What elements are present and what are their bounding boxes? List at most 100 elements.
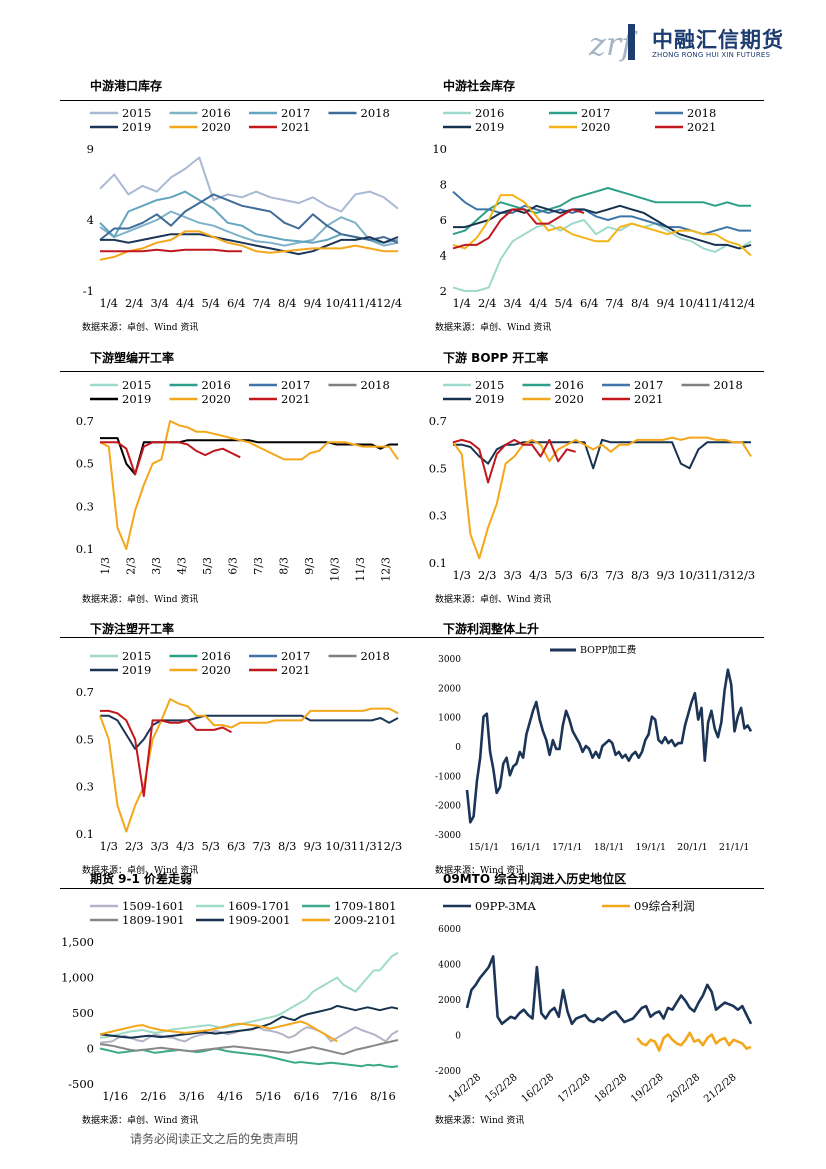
legend-label: 2016: [555, 378, 584, 392]
chart-title: 中游港口库存: [90, 79, 163, 93]
y-tick-label: 2000: [438, 684, 461, 694]
x-tick-label: 15/1/1: [469, 842, 500, 853]
legend-label: 2016: [202, 649, 231, 663]
legend-entry: 2019: [90, 663, 151, 677]
legend-label: 1909-2001: [228, 913, 290, 927]
legend-label: 09PP-3MA: [475, 899, 536, 913]
x-tick-label: 1/3: [99, 557, 112, 575]
row-divider: [60, 888, 764, 889]
series-line: [452, 208, 585, 250]
y-tick-label: 0.3: [429, 509, 447, 523]
x-tick-label: 21/2/28: [702, 1072, 739, 1105]
x-tick-label: 6/4: [580, 296, 599, 310]
y-tick-label: 0.3: [76, 780, 94, 794]
x-tick-label: 9/4: [303, 296, 322, 310]
legend-label: 2016: [202, 106, 231, 120]
y-tick-label: 0: [87, 1042, 94, 1056]
legend-entry: 2018: [328, 378, 390, 392]
x-tick-label: 4/16: [217, 1089, 243, 1103]
logo-mark-icon: zrf: [588, 24, 638, 63]
legend-entry: 2015: [90, 649, 151, 663]
legend-entry: 2017: [249, 649, 310, 663]
x-tick-label: 7/4: [605, 296, 624, 310]
x-tick-label: 4/4: [529, 296, 548, 310]
legend-label: 2017: [281, 106, 310, 120]
legend-entry: 2018: [328, 649, 390, 663]
legend-entry: 1909-2001: [196, 913, 290, 927]
legend-entry: 2016: [169, 106, 231, 120]
legend-entry: 2019: [90, 392, 151, 406]
legend-label: 2018: [687, 106, 716, 120]
chart-social-inventory: 2016 2017 2018 2019 2020 2021 2 4 6 8 10 1/4 2/4 3/4 4…: [432, 106, 755, 310]
x-tick-label: 2/16: [140, 1089, 166, 1103]
x-tick-label: 3/4: [150, 296, 169, 310]
chart-bopp-operating-rate: 2015 2016 2017 2018 2019 2020 2021 0.1 0.3 0.5 0.7…: [429, 378, 755, 582]
row-divider: [60, 637, 764, 638]
legend-label: 2017: [634, 378, 663, 392]
x-tick-label: 12/3: [379, 557, 392, 582]
legend-entry: 2015: [90, 106, 151, 120]
legend-entry: 2020: [169, 392, 231, 406]
x-tick-label: 4/4: [176, 296, 195, 310]
chart-panel-woven-operating-rate: 下游塑编开工率 2015 2016 2017 2018 2019 2020 2021 0.1 0…: [62, 349, 410, 614]
series-line: [99, 698, 399, 833]
chart-source: 数据来源：卓创、Wind 资讯: [82, 323, 199, 333]
legend-entry: 2018: [328, 106, 390, 120]
x-tick-label: 2/3: [124, 557, 137, 575]
x-tick-label: 17/2/28: [556, 1072, 593, 1105]
series-line: [99, 1039, 399, 1056]
x-tick-label: 1/3: [452, 568, 471, 582]
x-tick-label: 4/3: [176, 839, 195, 853]
x-tick-label: 19/2/28: [629, 1072, 666, 1105]
legend-label: 2021: [687, 120, 716, 134]
legend-entry: 2020: [522, 392, 584, 406]
x-tick-label: 8/16: [370, 1089, 396, 1103]
x-tick-label: 2/3: [478, 568, 497, 582]
legend-entry: 2018: [655, 106, 716, 120]
x-tick-label: 15/2/28: [483, 1072, 520, 1105]
x-tick-label: 7/3: [252, 839, 271, 853]
x-tick-label: 19/1/1: [635, 842, 666, 853]
legend-label: 2015: [122, 106, 151, 120]
series-line: [99, 1020, 338, 1043]
x-tick-label: 10/3: [678, 568, 704, 582]
y-tick-label: -3000: [435, 831, 461, 841]
legend-label: 2015: [122, 649, 151, 663]
x-tick-label: 12/3: [729, 568, 755, 582]
x-tick-label: 10/3: [325, 839, 351, 853]
legend-entry: 2016: [443, 106, 504, 120]
chart-injection-operating-rate: 2015 2016 2017 2018 2019 2020 2021 0.1 0.3 0.5 0.7…: [76, 649, 402, 853]
y-tick-label: 8: [440, 178, 447, 192]
legend-label: 2021: [281, 120, 310, 134]
x-tick-label: 8/4: [278, 296, 297, 310]
x-tick-label: 9/4: [656, 296, 675, 310]
y-tick-label: -2000: [435, 802, 461, 812]
series-line: [100, 714, 399, 750]
x-tick-label: 8/3: [277, 557, 290, 575]
y-tick-label: -2000: [435, 1067, 461, 1077]
x-tick-label: 18/2/28: [593, 1072, 630, 1105]
series-line: [452, 190, 751, 236]
series-line: [452, 436, 752, 560]
chart-panel-mto-profit: 09MTO 综合利润进入历史地位区 09PP-3MA 09综合利润 -2000 0 20…: [415, 870, 763, 1135]
y-tick-label: 6000: [438, 925, 461, 935]
chart-source: 数据来源：卓创、Wind 资讯: [435, 595, 552, 605]
series-line: [100, 437, 398, 476]
y-tick-label: 0.1: [76, 827, 94, 841]
x-tick-label: 8/4: [631, 296, 650, 310]
y-tick-label: -1: [83, 284, 94, 298]
chart-source: 数据来源：Wind 资讯: [435, 1116, 525, 1126]
y-tick-label: 1,000: [62, 971, 94, 985]
x-tick-label: 5/3: [201, 557, 214, 575]
series-line: [100, 441, 241, 476]
legend-label: 2017: [281, 378, 310, 392]
legend-label: 2020: [202, 120, 231, 134]
series-line: [99, 1047, 399, 1068]
chart-source: 数据来源：Wind 资讯: [435, 866, 525, 876]
x-tick-label: 11/4: [351, 296, 377, 310]
legend-entry: 2020: [169, 663, 231, 677]
x-tick-label: 8/3: [631, 568, 650, 582]
legend-entry: 2016: [522, 378, 584, 392]
x-tick-label: 2/4: [478, 296, 497, 310]
row-divider: [60, 371, 764, 372]
